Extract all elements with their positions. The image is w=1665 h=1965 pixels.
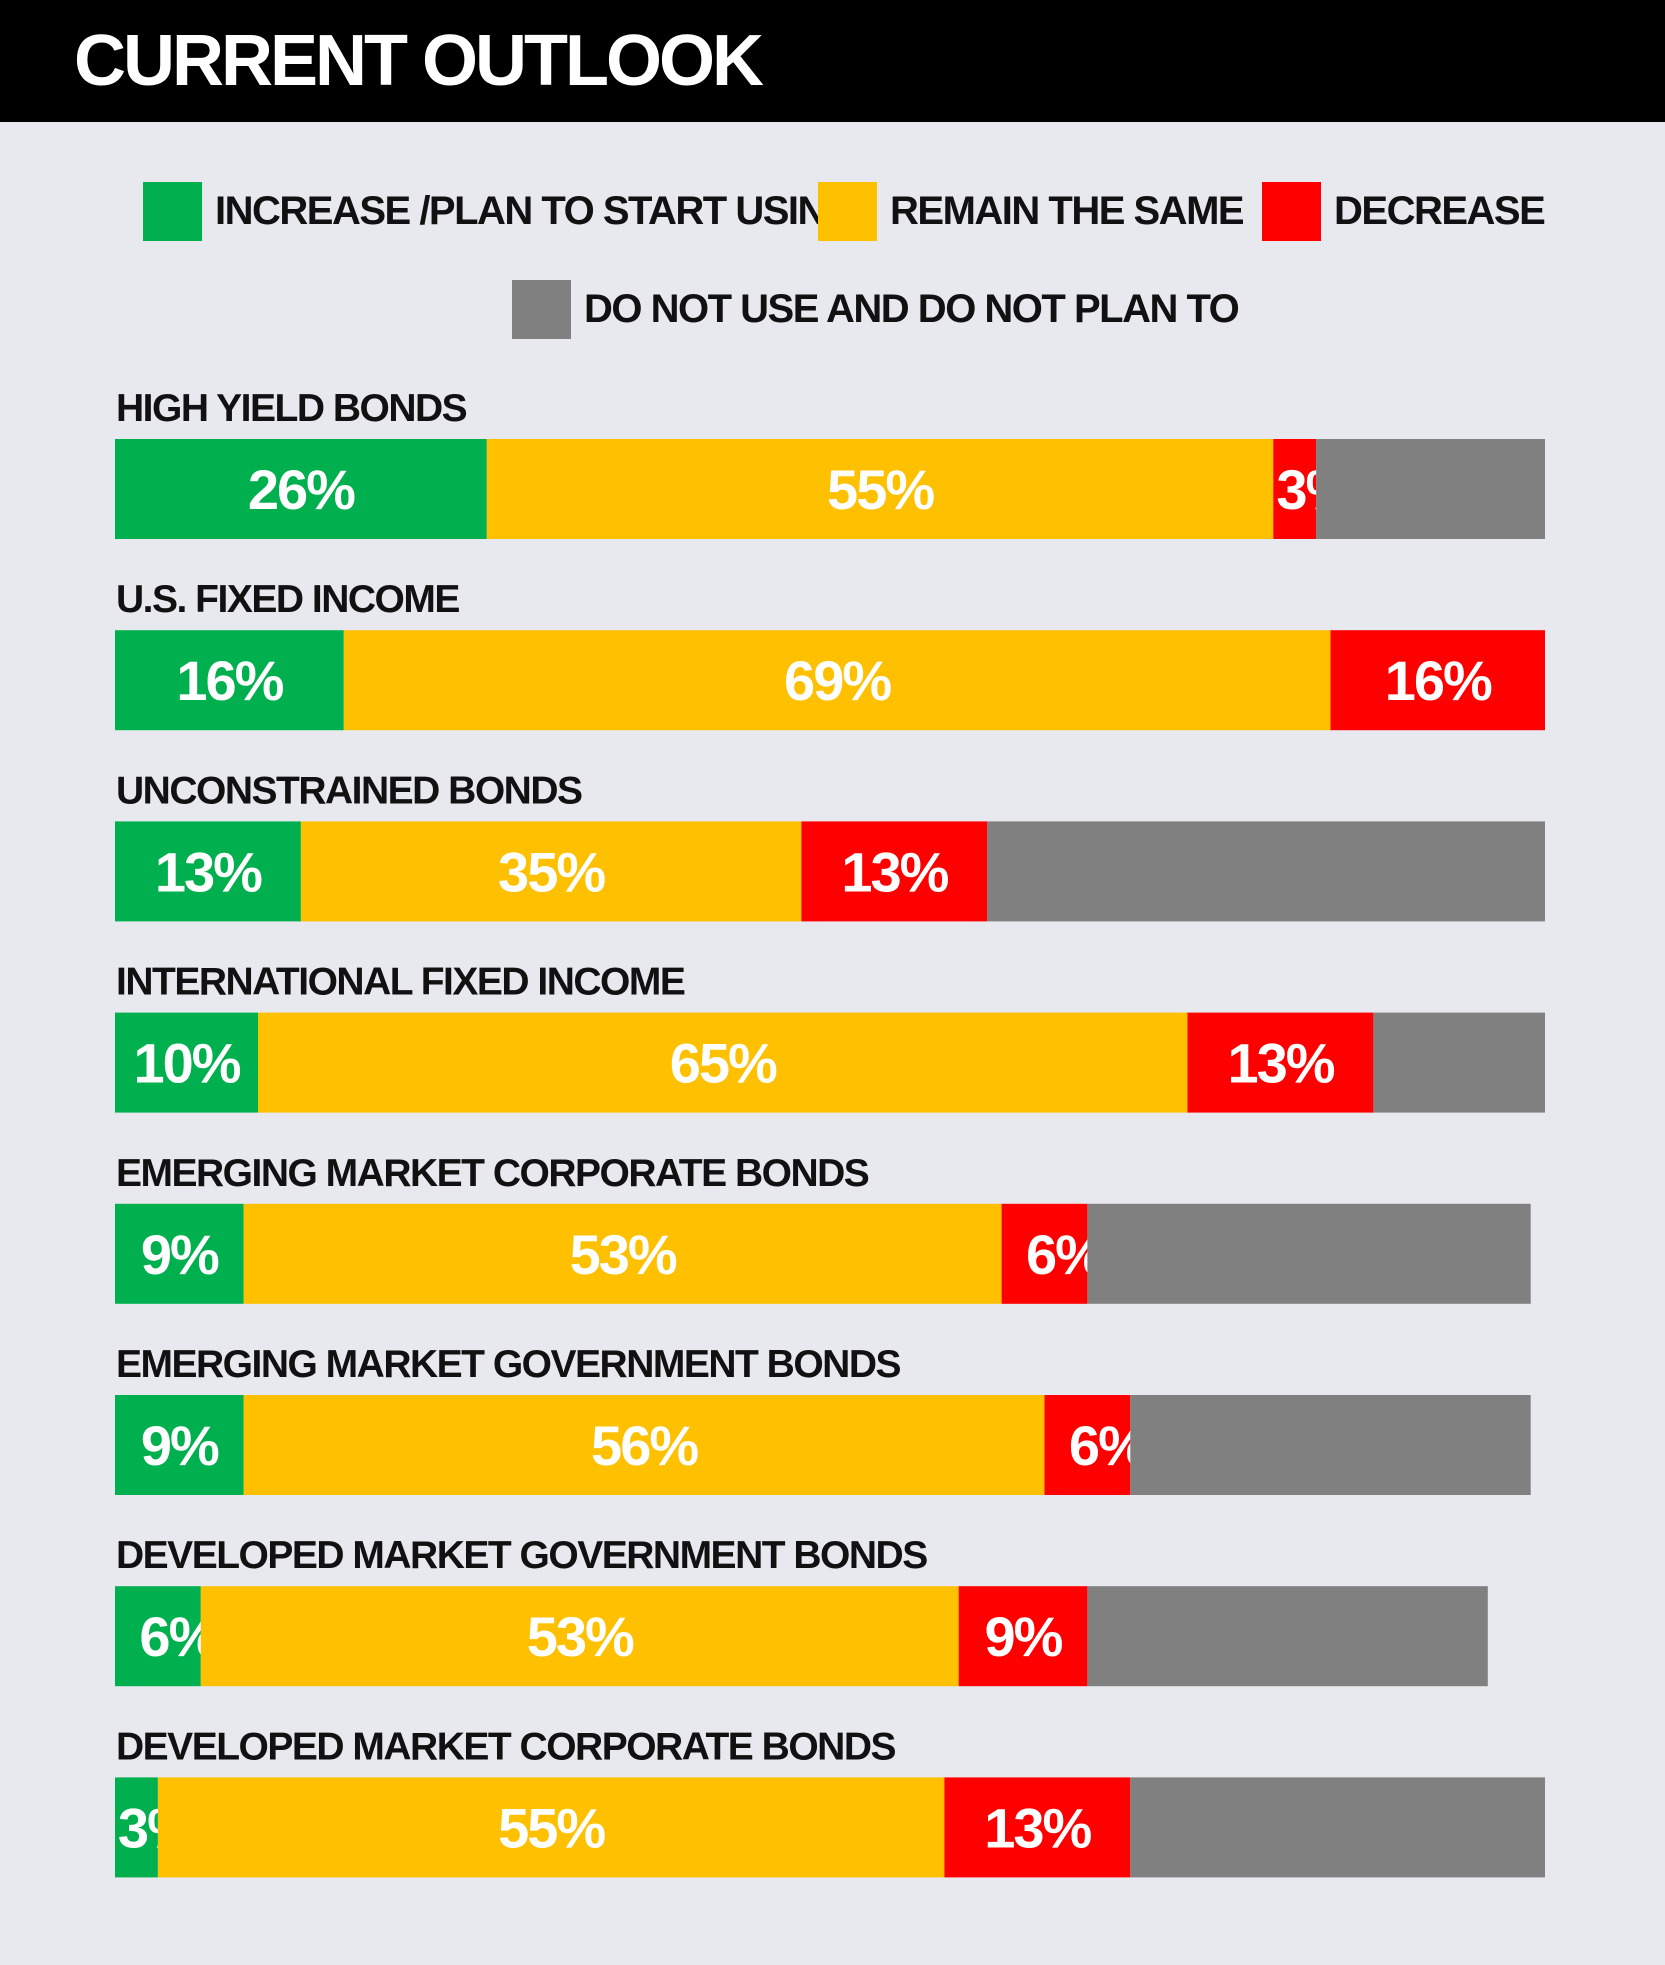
bar-segment-increase xyxy=(115,1395,244,1495)
data-label: 16% xyxy=(176,649,283,712)
bar-segment-remain xyxy=(486,439,1274,539)
category-label: EMERGING MARKET GOVERNMENT BONDS xyxy=(116,1343,901,1386)
legend-item-remain: REMAIN THE SAME xyxy=(818,181,1245,241)
data-label: 69% xyxy=(784,649,891,712)
legend-swatch-decrease xyxy=(1262,181,1321,241)
legend-item-not-use: DO NOT USE AND DO NOT PLAN TO xyxy=(512,279,1240,339)
header-bar: CURRENT OUTLOOK xyxy=(0,0,1665,122)
legend-label-not-use: DO NOT USE AND DO NOT PLAN TO xyxy=(584,286,1240,331)
data-label: 13% xyxy=(984,1796,1091,1859)
data-label: 16% xyxy=(1385,649,1492,712)
data-label: 53% xyxy=(527,1605,634,1668)
data-label: 35% xyxy=(498,840,605,903)
data-label: 10% xyxy=(133,1032,240,1095)
bar-segment-increase xyxy=(115,821,301,922)
legend-swatch-remain xyxy=(818,181,877,241)
category-label: U.S. FIXED INCOME xyxy=(116,578,459,621)
bar-segment-remain xyxy=(200,1586,959,1687)
data-label: 9% xyxy=(141,1414,219,1477)
bar-segment-remain xyxy=(157,1777,945,1878)
data-label: 13% xyxy=(841,840,948,903)
bar-segment-increase xyxy=(115,1586,201,1687)
bar-segment-decrease xyxy=(958,1586,1088,1687)
bar-segment-increase xyxy=(115,1012,258,1113)
bar-segment-increase xyxy=(115,630,344,731)
category-label: DEVELOPED MARKET GOVERNMENT BONDS xyxy=(116,1534,927,1577)
bar-segment-decrease xyxy=(1273,439,1317,539)
data-label: 53% xyxy=(570,1223,677,1286)
bar-segment-not-use xyxy=(1373,1012,1545,1113)
data-label: 9% xyxy=(141,1223,219,1286)
legend-label-decrease: DECREASE xyxy=(1334,188,1546,233)
legend-label-remain: REMAIN THE SAME xyxy=(890,188,1245,233)
data-label: 26% xyxy=(248,458,355,521)
category-label: EMERGING MARKET CORPORATE BONDS xyxy=(116,1152,869,1195)
bar-segment-remain xyxy=(258,1012,1188,1113)
legend-item-decrease: DECREASE xyxy=(1262,181,1546,241)
legend-label-increase: INCREASE /PLAN TO START USING xyxy=(215,188,856,233)
bar-segment-increase xyxy=(115,1777,158,1878)
legend-swatch-increase xyxy=(143,181,202,241)
bar-segment-not-use xyxy=(1316,439,1545,539)
data-label: 65% xyxy=(670,1032,777,1095)
category-label: INTERNATIONAL FIXED INCOME xyxy=(116,961,685,1004)
bar-segment-not-use xyxy=(1130,1395,1531,1495)
bar-segment-decrease xyxy=(1330,630,1545,731)
data-label: 13% xyxy=(155,840,262,903)
category-label: UNCONSTRAINED BONDS xyxy=(116,769,582,812)
data-label: 9% xyxy=(985,1605,1063,1668)
data-label: 55% xyxy=(498,1796,605,1859)
data-label: 56% xyxy=(591,1414,698,1477)
bar-segment-remain xyxy=(243,1395,1045,1495)
data-label: 13% xyxy=(1227,1032,1334,1095)
bar-segment-not-use xyxy=(1087,1203,1531,1304)
bar-segment-not-use xyxy=(1087,1586,1488,1687)
bar-segment-decrease xyxy=(1044,1395,1131,1495)
bar-segment-not-use xyxy=(1130,1777,1545,1878)
category-label: DEVELOPED MARKET CORPORATE BONDS xyxy=(116,1725,895,1768)
bar-segment-remain xyxy=(243,1203,1002,1304)
bar-segment-decrease xyxy=(944,1777,1131,1878)
bar-segment-decrease xyxy=(801,821,988,922)
bar-segment-increase xyxy=(115,1203,244,1304)
category-label: HIGH YIELD BONDS xyxy=(116,387,467,430)
bar-segment-decrease xyxy=(1001,1203,1088,1304)
bar-segment-increase xyxy=(115,439,487,539)
legend-item-increase: INCREASE /PLAN TO START USING xyxy=(143,181,856,241)
legend-swatch-not-use xyxy=(512,279,571,339)
page-title: CURRENT OUTLOOK xyxy=(74,21,764,101)
bar-segment-not-use xyxy=(987,821,1545,922)
bar-segment-remain xyxy=(343,630,1331,731)
bar-segment-remain xyxy=(300,821,802,922)
bar-segment-decrease xyxy=(1187,1012,1374,1113)
data-label: 55% xyxy=(827,458,934,521)
